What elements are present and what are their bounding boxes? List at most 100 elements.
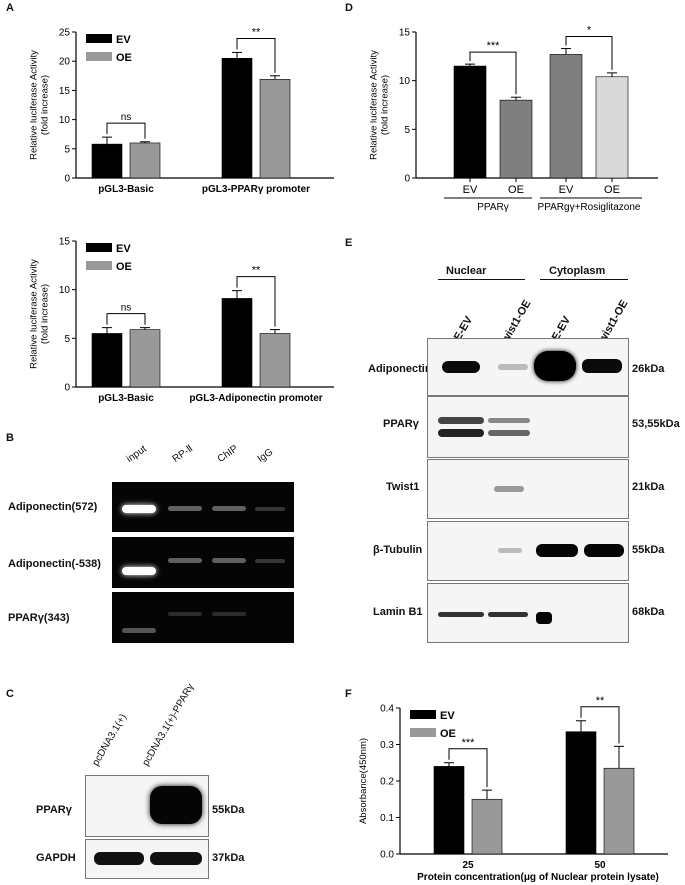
y-tick-label: 10 [59,115,71,126]
y-tick-label: 25 [59,28,71,39]
blot-row-label: Twist1 [386,481,420,493]
x-tick-label: OE [508,184,524,196]
gel-band [122,567,156,575]
bar [259,79,291,179]
significance-bracket [106,313,146,325]
y-tick-label: 15 [59,86,71,97]
legend-label: OE [116,52,132,64]
panel-label-c: C [6,688,14,700]
significance-label: ns [121,112,132,123]
y-axis-title-line: Absorbance(450nm) [358,738,369,824]
blot-band [534,351,576,381]
chart-a-top: 0 5 10 15 20 25 Relative luciferase Activity(f… [29,26,334,195]
blot-strip [85,775,209,837]
y-axis-title-line: Relative luciferase Activity [29,50,40,160]
x-axis-title: Protein concentration(μg of Nuclear prot… [417,872,659,883]
blot-row-label: Adiponectin [368,363,432,375]
blot-band [498,364,528,370]
gel-row-label: PPARγ(343) [8,612,70,624]
x-tick-label: EV [559,184,574,196]
x-tick-label: pGL3-Basic [98,184,154,195]
blot-strip [427,338,629,396]
blot-band [150,786,202,824]
x-tick-label: 25 [462,860,474,871]
y-axis-title: Absorbance(450nm) [358,738,369,824]
gel-band [212,612,246,616]
bar [221,298,253,388]
bar [549,54,583,179]
legend-swatch [86,261,112,270]
gel-row-label: Adiponectin(572) [8,501,98,513]
panel-label-d: D [345,2,353,14]
blot-row-label: PPARγ [383,418,419,430]
bar [595,76,629,179]
gel-band [212,506,246,511]
legend-swatch [410,710,436,719]
y-axis-title: Relative luciferase Activity(fold increa… [369,50,391,160]
legend-swatch [410,728,436,737]
bar [91,333,123,388]
blot-size-label: 37kDa [212,852,245,864]
significance-bracket [448,748,488,788]
significance-bracket [106,122,146,139]
blot-strip [427,583,629,643]
panel-label-b: B [6,432,14,444]
chart-a-bottom: 0 5 10 15 Relative luciferase Activity(fold … [29,237,334,404]
blot-band [438,429,484,437]
blot-band [494,486,524,492]
fraction-label: Cytoplasm [549,265,606,277]
blot-band [584,544,624,557]
panel-label-a: A [6,2,14,14]
significance-bracket [236,37,276,73]
bar [259,333,291,388]
bar [433,766,465,855]
y-tick-label: 10 [399,76,411,87]
blot-row-label: β-Tubulin [373,544,423,556]
bar [499,99,533,179]
significance-bracket [236,276,276,327]
legend-label: EV [116,34,131,46]
bar [471,798,503,855]
bar [221,57,253,179]
blot-band [498,548,522,553]
legend-label: EV [440,710,455,722]
group-label: PPARgγ+Rosiglitazone [538,202,641,213]
bar [565,731,597,855]
gel-row-label: Adiponectin(-538) [8,558,101,570]
group-label: PPARγ [477,202,509,213]
blot-band [536,612,552,624]
panel-label-f: F [345,688,352,700]
legend-label: OE [116,261,132,273]
y-tick-label: 5 [64,334,70,345]
significance-bracket [469,51,517,95]
blot-band [536,544,578,557]
x-tick-label: OE [604,184,620,196]
y-axis-title: Relative luciferase Activity(fold increa… [29,259,51,369]
fraction-underline [540,279,628,280]
blot-size-label: 68kDa [632,606,665,618]
significance-label: *** [487,40,501,52]
y-axis-title-line: (fold increase) [40,75,51,135]
legend-swatch [86,243,112,252]
y-axis-title-line: (fold increase) [380,75,391,135]
y-axis-title: Relative luciferase Activity(fold increa… [29,50,51,160]
blot-strip [427,459,629,519]
gel-band [122,505,156,513]
x-tick-label: EV [463,184,478,196]
blot-band [582,359,622,373]
gel-strip [112,482,294,532]
bar [129,142,161,179]
significance-bracket [580,706,620,744]
blot-band [438,417,484,424]
y-tick-label: 5 [64,144,70,155]
blot-lane-label: pcDNA3.1(+)-PPARγ [140,682,197,768]
significance-label: ns [121,303,132,314]
blot-band [442,361,480,373]
y-tick-label: 15 [399,28,411,39]
significance-label: * [587,25,592,37]
bar [603,767,635,855]
y-tick-label: 0.4 [380,704,394,715]
blot-strip [85,839,209,879]
fraction-label: Nuclear [446,265,487,277]
